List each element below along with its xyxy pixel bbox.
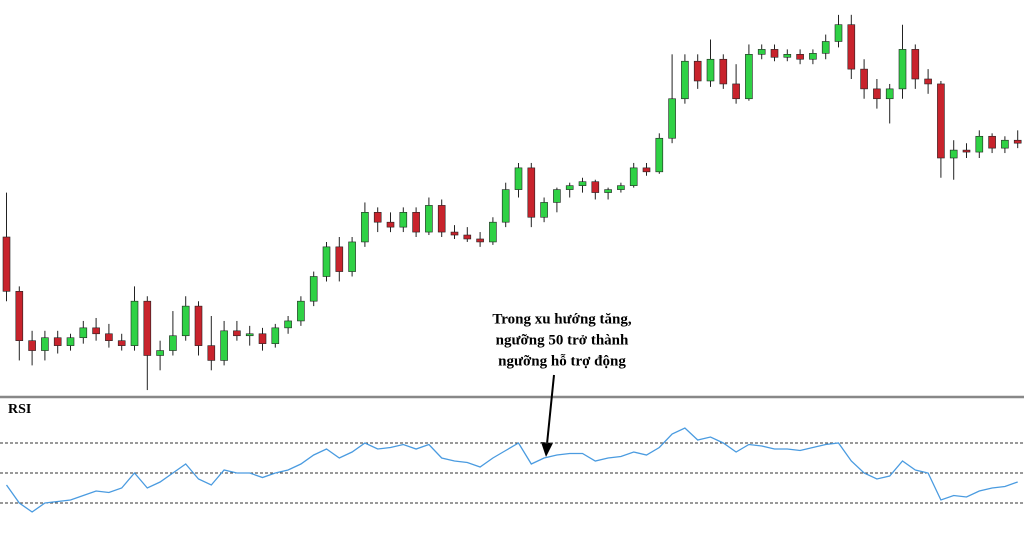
candle-body: [41, 337, 49, 351]
rsi-title: RSI: [8, 402, 31, 417]
candle-body: [489, 221, 497, 243]
candle-body: [975, 135, 984, 153]
candle-body: [873, 88, 881, 100]
candle-body: [92, 327, 100, 335]
candle-body: [15, 291, 24, 341]
candle-body: [169, 335, 177, 351]
candle-body: [962, 149, 971, 153]
candle-body: [937, 83, 945, 159]
annotation: ngưỡng hỗ trợ động: [498, 353, 626, 369]
candle-body: [258, 333, 267, 344]
candle-body: [66, 337, 75, 346]
candle-body: [245, 333, 254, 337]
candle-body: [348, 241, 356, 272]
candle-body: [911, 49, 920, 80]
arrow-head: [541, 442, 553, 457]
candle-body: [783, 54, 792, 58]
candle-body: [847, 24, 856, 70]
candle-body: [271, 327, 280, 344]
candle-body: [501, 189, 510, 223]
arrow: [546, 374, 555, 445]
candle-body: [437, 205, 446, 233]
candle-body: [591, 181, 600, 193]
annotation: ngưỡng 50 trở thành: [496, 332, 629, 348]
candle-body: [565, 185, 574, 190]
candle-body: [399, 212, 408, 228]
candle-body: [233, 330, 241, 337]
annotation: Trong xu hướng tăng,: [492, 311, 632, 327]
candle-body: [450, 231, 459, 236]
candle-body: [924, 78, 932, 85]
candle-body: [322, 246, 331, 277]
candle-body: [105, 333, 113, 341]
candle-body: [642, 167, 651, 173]
candle-body: [719, 58, 728, 85]
candle-body: [745, 54, 753, 100]
candle-body: [143, 300, 152, 356]
candle-body: [1001, 139, 1009, 149]
candle-body: [681, 60, 689, 100]
candle-body: [194, 305, 203, 346]
candle-body: [949, 149, 958, 159]
candle-body: [578, 181, 587, 186]
candle-body: [207, 345, 216, 361]
candle-body: [693, 60, 702, 82]
candle-body: [309, 276, 318, 302]
candle-body: [988, 135, 996, 149]
candle-body: [514, 167, 523, 190]
candle-body: [28, 340, 36, 351]
candle-body: [770, 49, 779, 58]
candle-body: [463, 234, 472, 240]
candle-body: [297, 300, 305, 322]
candle-body: [860, 68, 868, 90]
candle-body: [425, 205, 433, 233]
candle-body: [821, 41, 830, 54]
candle-body: [117, 340, 126, 346]
candle-body: [757, 49, 766, 55]
candle-body: [898, 49, 907, 90]
candle-body: [655, 137, 664, 173]
candle-body: [706, 58, 715, 82]
candle-body: [79, 327, 88, 339]
candle-body: [809, 53, 817, 60]
candle-body: [386, 221, 395, 228]
candle-body: [604, 189, 612, 193]
candle-body: [553, 189, 561, 203]
candle-body: [53, 337, 62, 346]
candle-body: [220, 330, 228, 361]
candle-body: [476, 238, 484, 243]
candle-body: [834, 24, 843, 42]
candle-body: [885, 88, 894, 100]
candle-body: [156, 350, 164, 356]
candle-body: [361, 212, 369, 243]
candle-body: [617, 185, 625, 190]
candle-body: [629, 167, 638, 186]
candle-body: [335, 246, 344, 272]
rsi-line: [5, 427, 1018, 513]
candle-body: [1013, 139, 1022, 144]
candle-body: [540, 202, 548, 218]
candle-body: [527, 167, 536, 218]
candle-body: [373, 212, 382, 223]
candle-body: [732, 83, 740, 100]
candle-body: [130, 300, 139, 346]
candle-body: [2, 236, 11, 292]
candle-body: [796, 54, 804, 60]
candle-body: [668, 98, 676, 139]
candle-body: [284, 320, 292, 329]
candle-body: [181, 305, 190, 337]
candle-body: [412, 212, 420, 233]
